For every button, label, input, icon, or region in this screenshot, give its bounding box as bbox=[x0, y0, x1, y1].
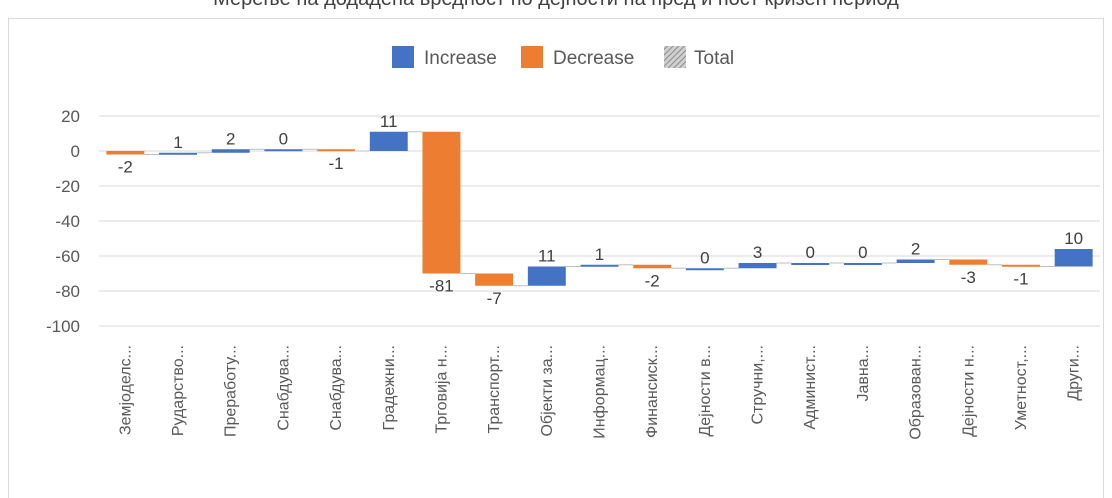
bar bbox=[896, 259, 935, 263]
data-label: 0 bbox=[279, 129, 288, 148]
bar bbox=[527, 266, 566, 286]
data-label: 10 bbox=[1064, 229, 1083, 248]
legend: Increase Decrease Total bbox=[392, 46, 734, 69]
y-tick-label: -100 bbox=[46, 317, 80, 336]
bar bbox=[159, 152, 197, 155]
data-label: -81 bbox=[429, 277, 454, 296]
data-label: -1 bbox=[1013, 270, 1028, 289]
y-tick-label: -60 bbox=[55, 247, 80, 266]
data-label: 1 bbox=[595, 245, 604, 264]
y-tick-label: 0 bbox=[71, 142, 80, 161]
x-tick-label: Транспорт... bbox=[486, 345, 503, 434]
legend-label-decrease: Decrease bbox=[553, 48, 634, 69]
bar bbox=[843, 263, 882, 265]
bar bbox=[317, 149, 356, 152]
bar bbox=[1002, 264, 1040, 267]
data-label: 0 bbox=[858, 243, 867, 262]
bar bbox=[949, 259, 988, 265]
bar bbox=[422, 131, 461, 274]
bar bbox=[1054, 249, 1093, 267]
gridlines bbox=[99, 115, 1100, 327]
connectors bbox=[144, 131, 1055, 287]
x-tick-label: Земјоделс... bbox=[117, 345, 134, 435]
x-tick-label: Објекти за... bbox=[539, 345, 556, 437]
bar bbox=[106, 151, 145, 155]
legend-item-increase: Increase bbox=[392, 46, 497, 69]
data-label: 11 bbox=[380, 112, 398, 131]
y-tick-label: 20 bbox=[61, 107, 80, 126]
y-tick-label: -20 bbox=[55, 177, 80, 196]
x-tick-label: Преработу... bbox=[223, 345, 240, 437]
bar bbox=[580, 264, 619, 267]
legend-swatch-total bbox=[664, 46, 686, 68]
legend-item-total: Total bbox=[664, 46, 734, 69]
x-tick-label: Градежни... bbox=[381, 345, 398, 430]
bar bbox=[264, 149, 303, 152]
data-label: 0 bbox=[806, 243, 815, 262]
data-label: 11 bbox=[538, 247, 556, 266]
y-tick-label: -40 bbox=[55, 212, 80, 231]
x-tick-label: Админист... bbox=[802, 345, 819, 430]
legend-swatch-increase bbox=[392, 46, 414, 68]
data-label: 1 bbox=[173, 133, 182, 152]
bar bbox=[633, 264, 672, 269]
x-tick-label: Финансиск... bbox=[644, 345, 661, 438]
legend-label-increase: Increase bbox=[424, 48, 497, 69]
data-label: 3 bbox=[753, 243, 762, 262]
y-tick-label: -80 bbox=[55, 282, 80, 301]
data-label: 2 bbox=[226, 129, 235, 148]
x-tick-label: Стручни,... bbox=[750, 345, 767, 425]
data-label: 2 bbox=[911, 240, 920, 259]
bar bbox=[685, 268, 724, 271]
data-label: -7 bbox=[487, 289, 502, 308]
x-tick-label: Снабдува... bbox=[328, 345, 345, 431]
x-tick-label: Трговија н... bbox=[433, 345, 450, 434]
x-tick-label: Дејности в... bbox=[697, 345, 714, 437]
x-tick-label: Јавна... bbox=[855, 345, 872, 401]
x-tick-label: Снабдува... bbox=[275, 345, 292, 431]
bar bbox=[475, 273, 514, 286]
x-tick-label: Рударство... bbox=[170, 345, 187, 436]
x-tick-label: Информац... bbox=[592, 345, 609, 439]
data-label: -2 bbox=[118, 158, 133, 177]
legend-label-total: Total bbox=[694, 48, 734, 69]
data-label: 0 bbox=[700, 248, 709, 267]
x-tick-label: Уметност,... bbox=[1013, 345, 1030, 430]
x-axis: Земјоделс... Рударство... Преработу... Снаб… bbox=[117, 345, 1082, 440]
data-label: -1 bbox=[329, 154, 344, 173]
bar bbox=[738, 263, 777, 269]
data-label: -2 bbox=[645, 271, 660, 290]
x-tick-label: Образован... bbox=[908, 345, 925, 440]
legend-swatch-decrease bbox=[521, 46, 543, 68]
page-title: Мерење на додадена вредност по дејности … bbox=[0, 0, 1112, 11]
bars bbox=[106, 131, 1093, 286]
x-tick-label: Други... bbox=[1066, 345, 1083, 401]
bar bbox=[791, 263, 830, 265]
bar bbox=[211, 149, 250, 153]
data-label: -3 bbox=[961, 268, 976, 287]
data-labels: -21 2 0-111-81-711 1-20 3 0 0 2-3 -110 bbox=[118, 112, 1083, 308]
x-tick-label: Дејности н... bbox=[960, 345, 977, 437]
chart-area bbox=[8, 18, 1104, 498]
bar bbox=[369, 131, 408, 151]
y-axis: 20 0 -20 -40 -60 -80 -100 bbox=[46, 107, 80, 336]
legend-item-decrease: Decrease bbox=[521, 46, 634, 69]
